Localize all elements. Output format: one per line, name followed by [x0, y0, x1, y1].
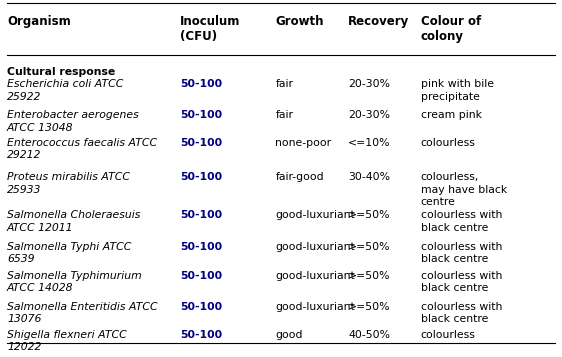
- Text: colourless,
may have black
centre: colourless, may have black centre: [421, 172, 507, 207]
- Text: Salmonella Enteritidis ATCC
13076: Salmonella Enteritidis ATCC 13076: [7, 302, 157, 325]
- Text: colourless with
black centre: colourless with black centre: [421, 302, 502, 325]
- Text: <=10%: <=10%: [348, 138, 391, 148]
- Text: colourless: colourless: [421, 138, 475, 148]
- Text: Inoculum
(CFU): Inoculum (CFU): [180, 15, 241, 43]
- Text: 50-100: 50-100: [180, 211, 223, 221]
- Text: Organism: Organism: [7, 15, 71, 28]
- Text: colourless with
black centre: colourless with black centre: [421, 242, 502, 264]
- Text: pink with bile
precipitate: pink with bile precipitate: [421, 79, 494, 101]
- Text: Enterobacter aerogenes
ATCC 13048: Enterobacter aerogenes ATCC 13048: [7, 110, 139, 133]
- Text: Escherichia coli ATCC
25922: Escherichia coli ATCC 25922: [7, 79, 123, 101]
- Text: Salmonella Typhi ATCC
6539: Salmonella Typhi ATCC 6539: [7, 242, 132, 264]
- Text: >=50%: >=50%: [348, 302, 391, 312]
- Text: 50-100: 50-100: [180, 242, 223, 252]
- Text: 50-100: 50-100: [180, 330, 223, 340]
- Text: 20-30%: 20-30%: [348, 79, 390, 89]
- Text: Recovery: Recovery: [348, 15, 409, 28]
- Text: fair: fair: [275, 79, 293, 89]
- Text: good-luxuriant: good-luxuriant: [275, 302, 355, 312]
- Text: none-poor: none-poor: [275, 138, 332, 148]
- Text: colourless with
black centre: colourless with black centre: [421, 211, 502, 233]
- Text: Salmonella Choleraesuis
ATCC 12011: Salmonella Choleraesuis ATCC 12011: [7, 211, 140, 233]
- Text: Cultural response: Cultural response: [7, 67, 115, 77]
- Text: 50-100: 50-100: [180, 172, 223, 182]
- Text: 40-50%: 40-50%: [348, 330, 390, 340]
- Text: 50-100: 50-100: [180, 138, 223, 148]
- Text: >=50%: >=50%: [348, 271, 391, 281]
- Text: Growth: Growth: [275, 15, 324, 28]
- Text: 50-100: 50-100: [180, 79, 223, 89]
- Text: 50-100: 50-100: [180, 110, 223, 120]
- Text: Enterococcus faecalis ATCC
29212: Enterococcus faecalis ATCC 29212: [7, 138, 157, 160]
- Text: good-luxuriant: good-luxuriant: [275, 242, 355, 252]
- Text: fair: fair: [275, 110, 293, 120]
- Text: 20-30%: 20-30%: [348, 110, 390, 120]
- Text: good-luxuriant: good-luxuriant: [275, 271, 355, 281]
- Text: fair-good: fair-good: [275, 172, 324, 182]
- Text: 50-100: 50-100: [180, 302, 223, 312]
- Text: Colour of
colony: Colour of colony: [421, 15, 481, 43]
- Text: Proteus mirabilis ATCC
25933: Proteus mirabilis ATCC 25933: [7, 172, 130, 195]
- Text: cream pink: cream pink: [421, 110, 482, 120]
- Text: Shigella flexneri ATCC
12022: Shigella flexneri ATCC 12022: [7, 330, 127, 352]
- Text: colourless: colourless: [421, 330, 475, 340]
- Text: Salmonella Typhimurium
ATCC 14028: Salmonella Typhimurium ATCC 14028: [7, 271, 142, 293]
- Text: good-luxuriant: good-luxuriant: [275, 211, 355, 221]
- Text: >=50%: >=50%: [348, 211, 391, 221]
- Text: colourless with
black centre: colourless with black centre: [421, 271, 502, 293]
- Text: >=50%: >=50%: [348, 242, 391, 252]
- Text: 30-40%: 30-40%: [348, 172, 390, 182]
- Text: 50-100: 50-100: [180, 271, 223, 281]
- Text: good: good: [275, 330, 303, 340]
